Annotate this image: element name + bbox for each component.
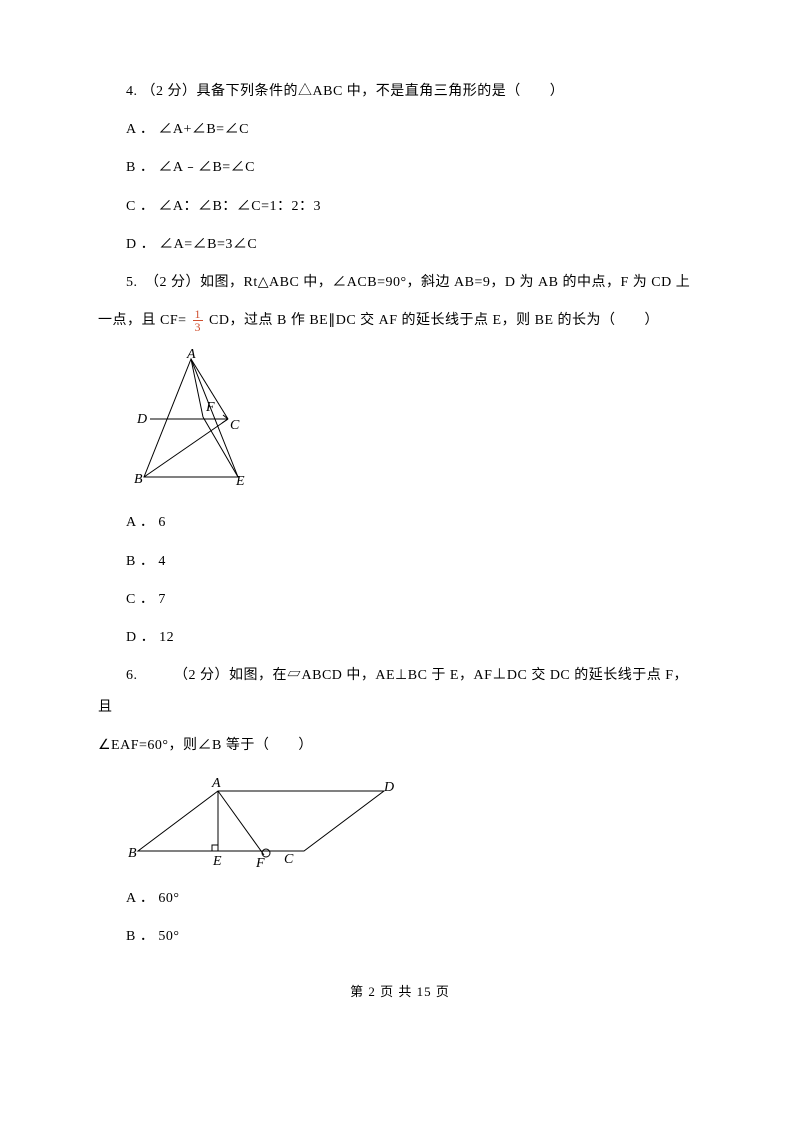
- q5-label-b: B: [134, 472, 143, 487]
- q5-label-c: C: [230, 418, 240, 433]
- q6-label-b: B: [128, 846, 137, 861]
- fraction-one-third: 13: [193, 308, 204, 333]
- q6-option-b: B ． 50°: [98, 921, 702, 953]
- q6-label-d: D: [383, 780, 394, 795]
- q5-stem-post: CD，过点 B 作 BE∥DC 交 AF 的延长线于点 E，则 BE 的长为（ …: [205, 313, 659, 328]
- q6-label-e: E: [212, 854, 222, 869]
- q5-figure: A B C D E F: [126, 347, 702, 497]
- q6-label-c: C: [284, 852, 294, 867]
- q5-stem-pre: 一点，且 CF=: [98, 313, 191, 328]
- q5-option-b: B ． 4: [98, 546, 702, 578]
- q5-label-d: D: [136, 412, 147, 427]
- q6-option-a: A ． 60°: [98, 883, 702, 915]
- q4-stem: 4. （2 分）具备下列条件的△ABC 中，不是直角三角形的是（ ）: [98, 76, 702, 108]
- fraction-denominator: 3: [193, 321, 204, 333]
- q6-figure: A B C D E F: [126, 773, 702, 873]
- q4-option-b: B ． ∠A﹣∠B=∠C: [98, 152, 702, 184]
- page-footer: 第 2 页 共 15 页: [98, 977, 702, 1007]
- q4-option-c: C ． ∠A：∠B：∠C=1：2：3: [98, 191, 702, 223]
- q5-option-d: D ． 12: [98, 622, 702, 654]
- q4-option-d: D ． ∠A=∠B=3∠C: [98, 229, 702, 261]
- q6-label-f: F: [255, 856, 265, 871]
- q5-label-f: F: [205, 400, 215, 415]
- q6-label-a: A: [211, 776, 221, 791]
- q5-stem-line1: 5. （2 分）如图，Rt△ABC 中，∠ACB=90°，斜边 AB=9，D 为…: [98, 267, 702, 299]
- q6-stem-line2: ∠EAF=60°，则∠B 等于（ ）: [98, 730, 702, 762]
- q5-option-c: C ． 7: [98, 584, 702, 616]
- q5-stem-line2: 一点，且 CF= 13 CD，过点 B 作 BE∥DC 交 AF 的延长线于点 …: [98, 305, 702, 337]
- q6-stem-line1: 6. （2 分）如图，在▱ABCD 中，AE⊥BC 于 E，AF⊥DC 交 DC…: [98, 660, 702, 724]
- q5-label-e: E: [235, 474, 245, 489]
- q5-label-a: A: [186, 347, 196, 362]
- q4-option-a: A ． ∠A+∠B=∠C: [98, 114, 702, 146]
- q5-option-a: A ． 6: [98, 507, 702, 539]
